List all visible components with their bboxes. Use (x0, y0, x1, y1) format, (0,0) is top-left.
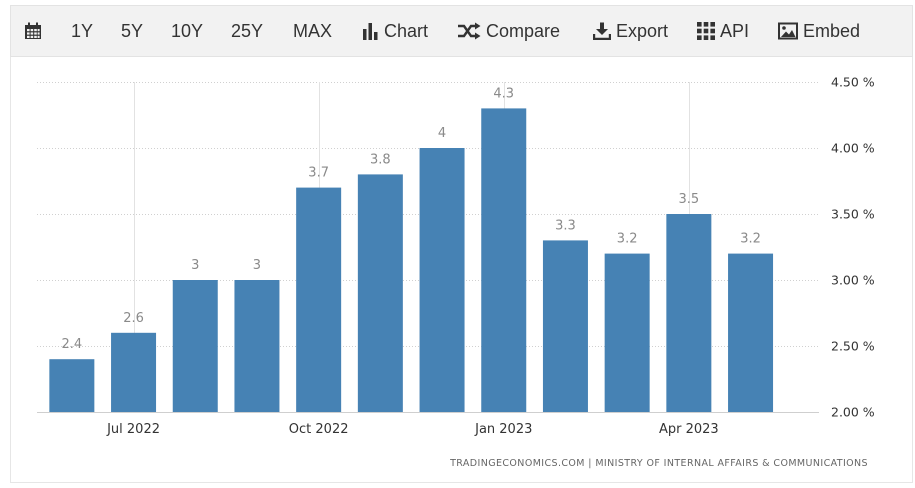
grid-icon (697, 22, 715, 40)
range-max-button[interactable]: MAX (293, 20, 333, 41)
y-tick-label: 3.00 % (831, 273, 875, 288)
y-tick-label: 3.50 % (831, 207, 875, 222)
bar-jul-2022 (111, 332, 157, 412)
api-label: API (720, 20, 750, 41)
bar-value-label: 3 (191, 258, 199, 273)
x-tick-label: Jul 2022 (106, 422, 160, 437)
shuffle-icon (458, 22, 481, 40)
chart-type-label: Chart (384, 20, 429, 41)
bar-value-label: 3.8 (370, 152, 391, 167)
range-5y-button[interactable]: 5Y (121, 20, 144, 41)
y-tick-label: 2.00 % (831, 405, 875, 420)
bar-feb-2023 (542, 240, 588, 412)
bar-dec-2022 (419, 148, 465, 412)
api-button[interactable]: API (697, 21, 749, 42)
bar-aug-2022 (172, 280, 218, 412)
bar-value-label: 3.2 (617, 232, 638, 247)
bar-chart-icon (363, 23, 378, 40)
bar-value-label: 3.7 (308, 166, 329, 181)
bar-oct-2022 (296, 187, 342, 412)
bar-nov-2022 (357, 174, 403, 412)
bar-value-label: 3 (253, 258, 261, 273)
embed-label: Embed (803, 20, 861, 41)
image-icon (778, 22, 798, 40)
x-tick-label: Apr 2023 (659, 422, 719, 437)
chart-toolbar: 1Y 5Y 10Y 25Y MAX Chart Compare Export (10, 5, 913, 57)
bar-jan-2023 (481, 108, 527, 413)
source-attribution: TRADINGECONOMICS.COM | MINISTRY OF INTER… (450, 458, 868, 469)
chart-type-button[interactable]: Chart (363, 21, 428, 42)
bar-chart: 2.4 2.6 3 3 3.7 3.8 4 4.3 3.3 3.2 3.5 3.2 Jul 2022 Oc… (37, 75, 875, 437)
x-tick-label: Jan 2023 (474, 422, 532, 437)
bar-jun-2022 (49, 359, 95, 412)
x-tick-label: Oct 2022 (289, 422, 349, 437)
export-button[interactable]: Export (593, 21, 668, 42)
range-10y-button[interactable]: 10Y (171, 20, 204, 41)
compare-label: Compare (486, 20, 561, 41)
calendar-button[interactable] (24, 22, 42, 40)
bar-value-label: 3.3 (555, 218, 576, 233)
compare-button[interactable]: Compare (457, 21, 560, 42)
bar-value-label: 4 (438, 126, 446, 141)
bar-mar-2023 (604, 253, 650, 412)
range-25y-button[interactable]: 25Y (231, 20, 264, 41)
embed-button[interactable]: Embed (778, 21, 860, 42)
bar-value-label: 3.2 (740, 232, 761, 247)
calendar-icon (25, 22, 41, 39)
export-label: Export (616, 20, 669, 41)
chart-panel: 2.4 2.6 3 3 3.7 3.8 4 4.3 3.3 3.2 3.5 3.2 Jul 2022 Oc… (10, 57, 913, 483)
bar-apr-2023 (666, 214, 712, 412)
y-tick-label: 4.00 % (831, 141, 875, 156)
bar-value-label: 2.4 (62, 337, 83, 352)
range-1y-button[interactable]: 1Y (71, 20, 94, 41)
bar-may-2023 (728, 253, 774, 412)
bar-value-label: 2.6 (123, 311, 144, 326)
download-icon (593, 22, 611, 40)
bar-sep-2022 (234, 280, 280, 412)
bar-value-label: 3.5 (679, 192, 700, 207)
y-tick-label: 4.50 % (831, 75, 875, 90)
y-tick-label: 2.50 % (831, 339, 875, 354)
bar-value-label: 4.3 (493, 86, 514, 101)
